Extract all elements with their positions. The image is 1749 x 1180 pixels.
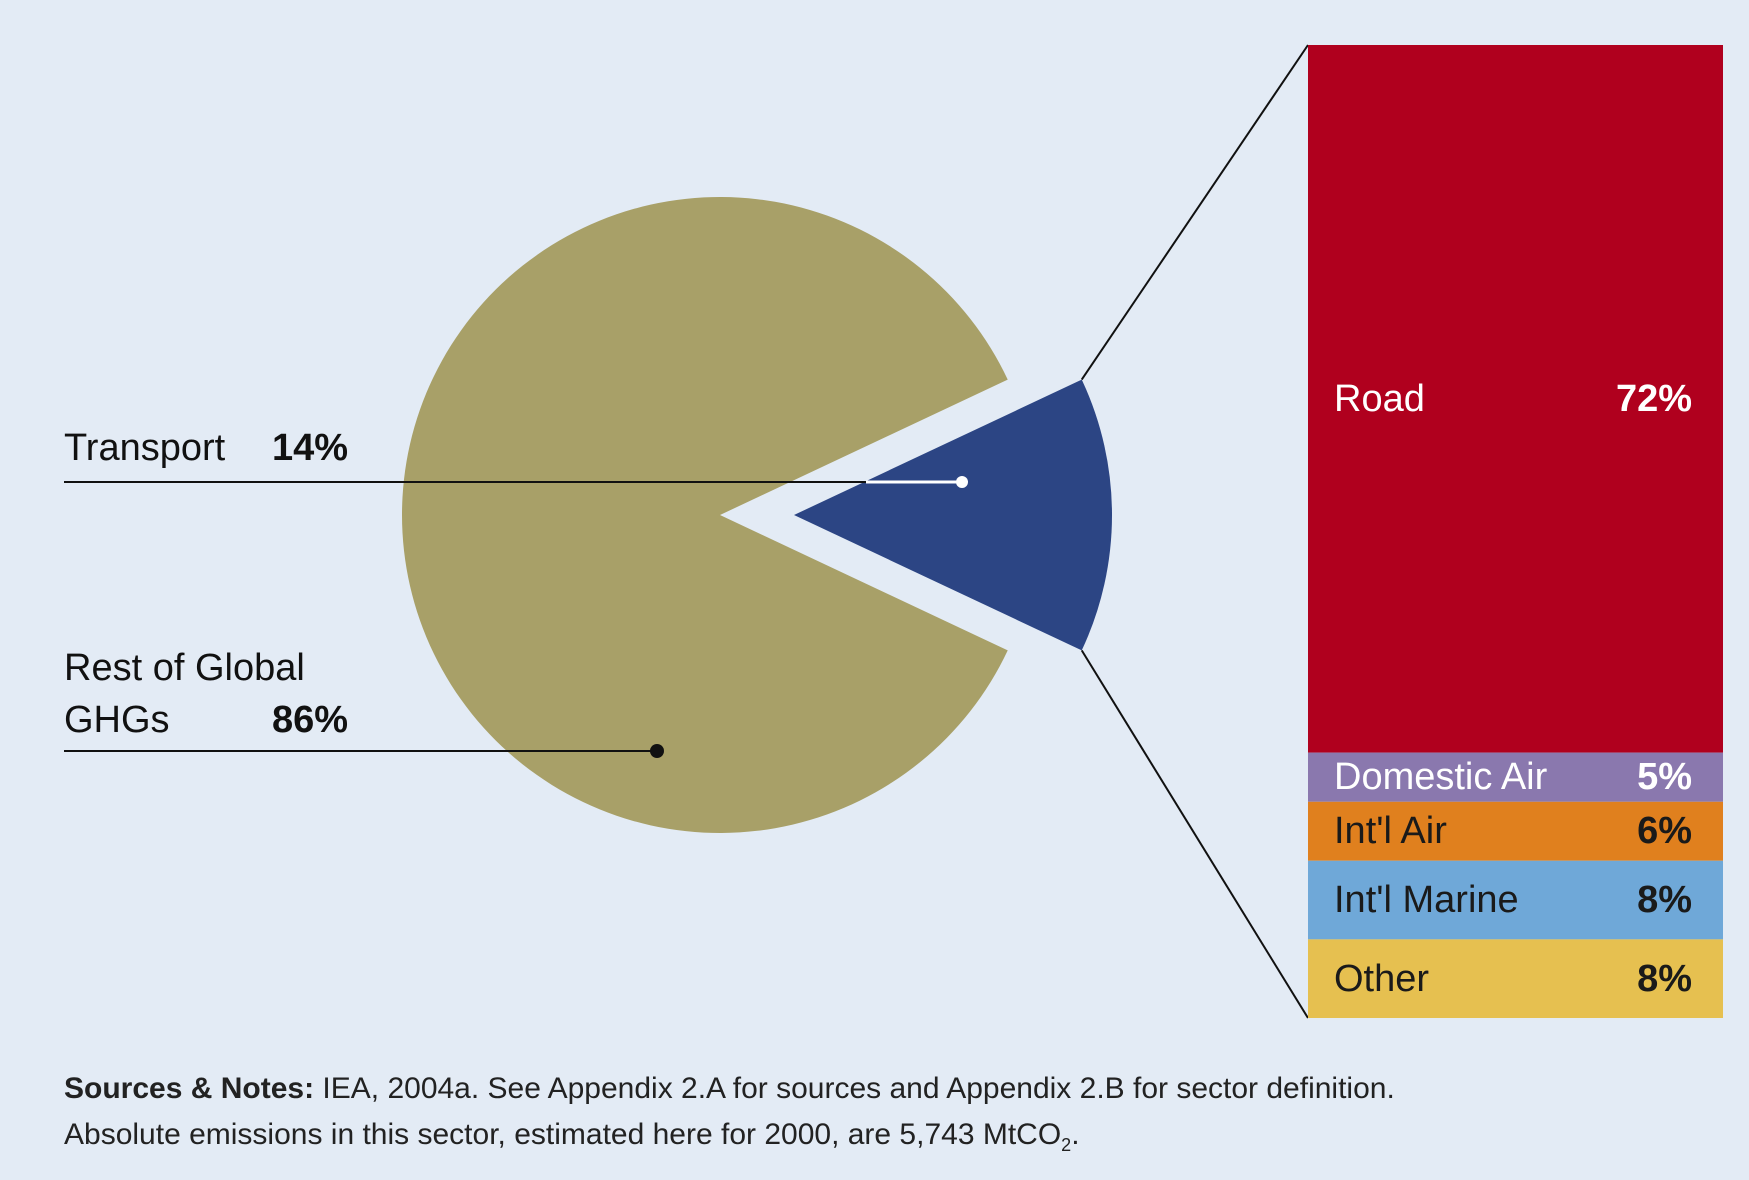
bar-segment: [1308, 939, 1723, 1018]
notes: Sources & Notes: IEA, 2004a. See Appendi…: [64, 1066, 1395, 1168]
bar-label: Domestic Air: [1334, 756, 1548, 799]
notes-label: Sources & Notes:: [64, 1072, 315, 1105]
notes-line: Sources & Notes: IEA, 2004a. See Appendi…: [64, 1066, 1395, 1112]
bar-label: Int'l Marine: [1334, 879, 1519, 922]
value-label: 6%: [1637, 810, 1692, 853]
leader-dot: [956, 476, 968, 488]
value-label: 72%: [1615, 377, 1692, 420]
value-label: 5%: [1637, 756, 1692, 799]
legend-label: Transport: [64, 427, 226, 469]
bar-segment: [1308, 45, 1723, 753]
bar-label: Int'l Air: [1334, 810, 1447, 853]
pie-slice: [794, 379, 1112, 651]
bar-segment: [1308, 752, 1723, 802]
leader-dot: [650, 744, 664, 758]
bar-segment: [1308, 860, 1723, 940]
notes-text: Absolute emissions in this sector, estim…: [64, 1118, 1062, 1151]
connector: [1080, 44, 1309, 381]
value-label: 14%: [271, 427, 348, 469]
bar-label: Other: [1334, 957, 1430, 1000]
notes-text: .: [1071, 1118, 1080, 1151]
value-label: 8%: [1637, 879, 1692, 922]
value-label: 8%: [1637, 957, 1692, 1000]
bar-label: Road: [1334, 377, 1425, 420]
bar-segment: [1308, 801, 1723, 861]
notes-subscript: 2: [1061, 1135, 1072, 1155]
connector: [1080, 649, 1309, 1019]
notes-line: Absolute emissions in this sector, estim…: [64, 1112, 1395, 1168]
notes-text: IEA, 2004a. See Appendix 2.A for sources…: [322, 1072, 1395, 1105]
pie-slice: [401, 197, 1008, 833]
value-label: 86%: [271, 699, 348, 741]
legend-label: Rest of Global GHGs: [64, 647, 305, 741]
